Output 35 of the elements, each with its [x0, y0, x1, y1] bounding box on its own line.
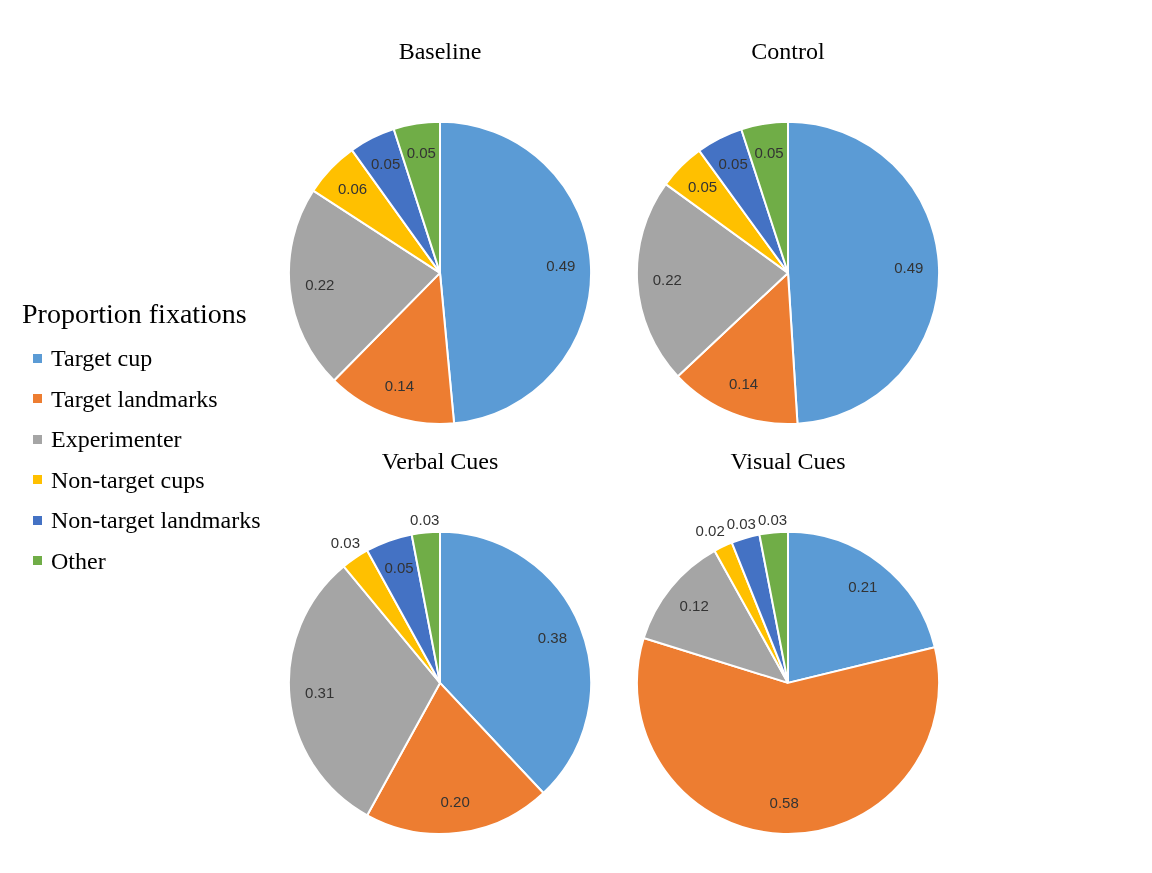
data-label: 0.03 — [757, 511, 788, 529]
data-label: 0.12 — [679, 596, 709, 614]
data-label: 0.22 — [652, 270, 682, 288]
legend-label: Non-target cups — [51, 465, 205, 494]
data-label: 0.02 — [695, 522, 725, 540]
data-label: 0.05 — [384, 559, 414, 577]
data-label: 0.03 — [726, 514, 756, 532]
data-label: 0.05 — [687, 177, 718, 195]
legend-label: Target cup — [51, 344, 153, 373]
chart-title: Verbal Cues — [381, 447, 499, 474]
data-label: 0.05 — [718, 155, 748, 173]
data-label: 0.05 — [371, 155, 401, 173]
data-label: 0.58 — [769, 793, 799, 811]
data-label: 0.14 — [384, 376, 415, 394]
data-label: 0.14 — [728, 375, 759, 393]
legend-title: Proportion fixations — [22, 298, 248, 330]
data-label: 0.05 — [754, 143, 784, 161]
data-label: 0.05 — [406, 143, 436, 161]
legend-label: Other — [51, 546, 106, 575]
chart-title: Visual Cues — [730, 447, 846, 474]
legend-label: Experimenter — [51, 425, 182, 454]
data-label: 0.21 — [848, 578, 878, 596]
data-label: 0.49 — [894, 259, 924, 277]
legend-label: Non-target landmarks — [51, 506, 261, 535]
data-label: 0.03 — [410, 511, 440, 529]
data-label: 0.49 — [546, 257, 576, 275]
data-label: 0.20 — [440, 792, 470, 810]
chart-title: Control — [751, 37, 825, 64]
legend-label: Target landmarks — [51, 384, 218, 413]
data-label: 0.06 — [337, 179, 368, 197]
data-label: 0.22 — [305, 276, 335, 294]
data-label: 0.38 — [537, 628, 567, 646]
data-label: 0.31 — [305, 684, 335, 702]
data-label: 0.03 — [330, 533, 361, 551]
chart-title: Baseline — [398, 37, 482, 64]
